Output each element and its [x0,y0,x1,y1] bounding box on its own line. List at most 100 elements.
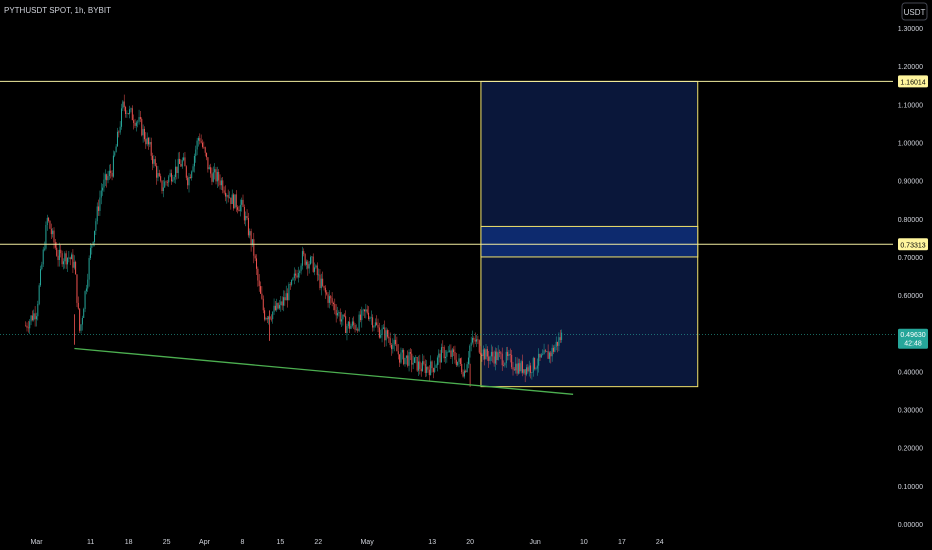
candle-body [472,338,474,343]
candle-body [121,108,123,127]
candle-body [427,366,429,370]
candle-body [530,365,532,373]
candle-body [542,354,544,355]
candle-body [392,344,394,350]
candle-body [227,195,229,198]
candle-body [99,197,101,211]
candle-body [108,170,110,177]
candle-body [303,251,305,255]
candle-body [58,249,60,260]
candle-body [461,364,463,373]
candle-body [77,302,79,309]
candle-body [337,313,339,316]
candle-body [53,230,55,243]
candle-body [235,194,237,208]
candle-body [439,353,441,363]
candle-body [494,351,496,364]
candle-body [116,131,118,147]
candle-body [355,329,357,330]
candle-body [424,363,426,373]
candle-body [142,129,144,136]
candle-body [229,197,231,199]
candle-body [403,350,405,365]
candle-body [34,313,36,320]
candle-body [169,173,171,177]
current-price-tag [898,328,928,349]
candle-body [88,258,90,280]
candle-body [455,359,457,366]
candle-body [192,166,194,172]
candle-body [409,352,411,354]
candle-body [557,341,559,346]
candle-body [373,326,375,328]
candle-body [96,206,98,222]
candle-body [164,181,166,188]
candle-body [92,241,94,246]
candle-body [111,173,113,177]
currency-label: USDT [904,8,926,17]
candle-body [242,199,244,207]
y-tick-label: 1.00000 [898,141,923,148]
candle-body [385,330,387,341]
candle-body [76,274,78,303]
candle-body [72,254,74,268]
candle-body [276,302,278,311]
candle-body [216,172,218,182]
candle-body [476,339,478,342]
candle-body [374,322,376,327]
position-zone-layer[interactable] [480,80,699,388]
candle-body [150,142,152,156]
candle-body [239,204,241,212]
candle-body [353,321,355,325]
candle-body [364,309,366,312]
entry-zone[interactable] [480,225,699,258]
price-tags-layer: 1.16014 0.73313 0.49630 42:48 [898,75,928,349]
candle-body [208,167,210,170]
candle-body [29,321,31,329]
candle-body [322,278,324,286]
candle-body [351,321,353,326]
y-tick-label: 0.00000 [898,522,923,529]
candle-body [184,157,186,167]
candle-body [25,325,27,327]
candle-body [195,149,197,156]
candle-body [324,287,326,293]
candle-body [554,346,556,352]
level-price-tag [898,238,928,251]
currency-button[interactable]: USDT [901,2,928,21]
candle-body [555,341,557,347]
candle-body [299,271,301,273]
candle-body [435,365,437,368]
candle-body [536,365,538,369]
symbol-title: PYTHUSDT SPOT, 1h, BYBIT [4,6,111,15]
candle-body [489,356,491,361]
candle-body [434,367,436,372]
candle-body [69,257,71,260]
candle-body [218,172,220,181]
y-tick-label: 1.10000 [898,102,923,109]
candle-body [148,137,150,145]
candle-body [129,109,131,114]
candle-body [432,368,434,372]
candle-body [492,351,494,357]
candle-body [265,318,267,320]
support-trendline[interactable] [74,347,574,395]
candle-body [419,361,421,369]
candle-body [46,217,48,225]
candle-body [56,247,58,256]
candle-body [202,142,204,147]
y-tick-label: 0.10000 [898,484,923,491]
drawing-lines-layer[interactable] [0,80,895,395]
candle-body [41,264,43,270]
candle-body [143,129,145,140]
candle-body [288,284,290,301]
candle-body [243,207,245,221]
candle-body [553,347,555,352]
candle-body [287,293,289,301]
time-axis[interactable]: Mar 11 18 25 Apr 8 15 22 May 13 20 Jun 10 17 24 [30,539,663,546]
candle-body [179,158,181,164]
candle-body [241,199,243,205]
candle-body [27,327,29,329]
candle-body [493,356,495,364]
